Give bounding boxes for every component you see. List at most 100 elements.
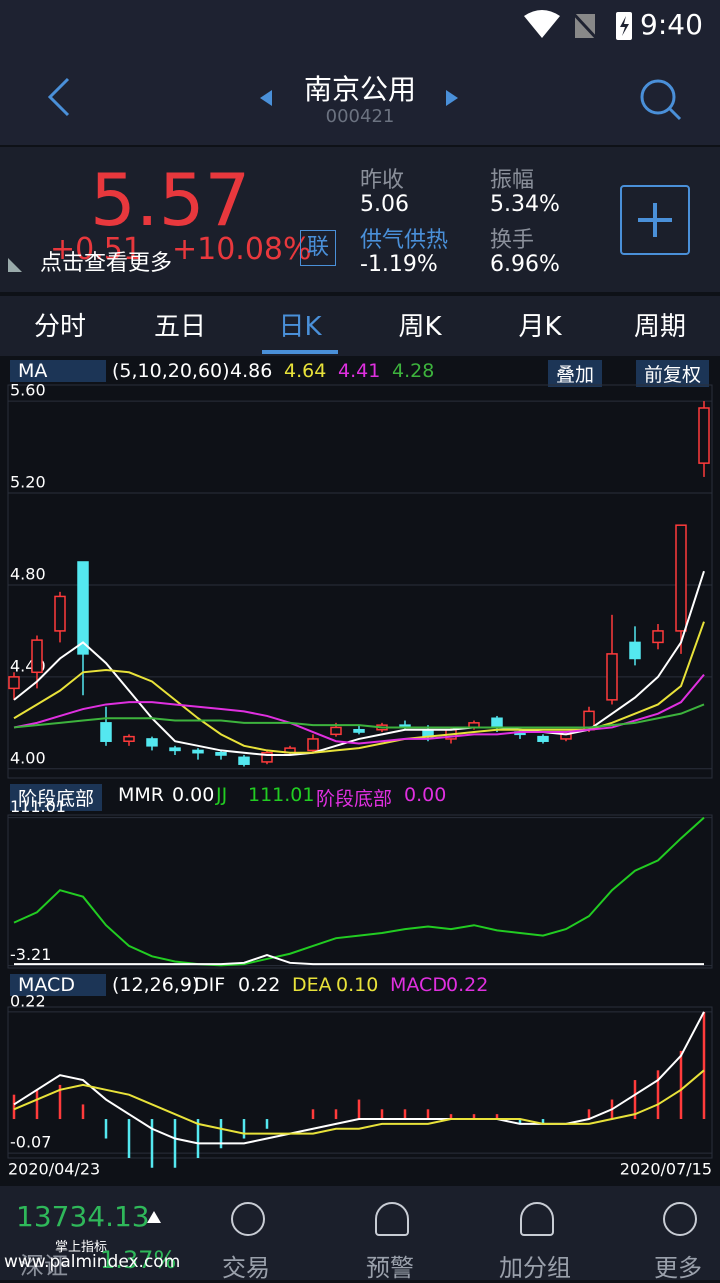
params: (5,10,20,60) [112, 360, 230, 382]
index-name: 深证 [20, 1252, 68, 1280]
candle-body [652, 630, 664, 644]
stock-name: 南京公用 [303, 73, 416, 106]
quote-panel [0, 147, 720, 292]
adjust-button[interactable]: 前复权 [636, 360, 710, 387]
tab[interactable]: 周期 [633, 312, 686, 342]
tab[interactable]: 五日 [153, 312, 206, 342]
legend-value: 0.10 [336, 974, 379, 996]
candle-body [353, 728, 365, 733]
candle-body [192, 749, 204, 754]
field-value: 5.34% [490, 192, 560, 217]
legend-label: DEA [292, 974, 332, 996]
stock-code: 000421 [325, 106, 395, 127]
ma-value: 4.28 [392, 360, 435, 382]
clock: 9:40 [640, 8, 703, 41]
legend-value: 0.00 [404, 784, 447, 806]
nav-icon[interactable] [375, 1202, 409, 1236]
candle-body [8, 676, 20, 690]
indicator-select[interactable]: 阶段底部 [10, 784, 103, 811]
nav-label[interactable]: 交易 [222, 1254, 270, 1282]
y-tick-label: -0.07 [10, 1133, 51, 1152]
tab[interactable]: 月K [518, 312, 562, 342]
indicator-line [14, 953, 704, 966]
ma-value: 4.86 [230, 360, 273, 382]
x-tick-label: 2020/04/23 [8, 1160, 100, 1179]
indicator-line [13, 816, 705, 967]
candle-body [261, 751, 273, 763]
field-value: 5.06 [360, 192, 409, 217]
tab[interactable]: 周K [398, 312, 442, 342]
add-button[interactable] [620, 185, 690, 255]
legend-value: 0.22 [446, 974, 489, 996]
field-value: 6.96% [490, 252, 560, 277]
field-label[interactable]: 供气供热 [360, 228, 449, 253]
status-icons [524, 10, 632, 42]
tab[interactable]: 日K [278, 312, 322, 342]
field-value: -1.19% [360, 252, 438, 277]
ma-line [13, 673, 705, 745]
candle-body [54, 595, 66, 632]
back-button[interactable] [40, 75, 80, 119]
corner-mark [8, 258, 22, 272]
change: +0.51 [50, 232, 142, 267]
up-arrow [147, 1211, 161, 1223]
change-pct: +10.08% [172, 232, 312, 267]
panel-frame [7, 384, 713, 779]
indicator-select[interactable]: MA [10, 360, 106, 382]
ma-value: 4.41 [338, 360, 381, 382]
legend-label: JJ [216, 784, 228, 806]
field-label: 昨收 [360, 168, 405, 193]
nav-label[interactable]: 预警 [366, 1254, 414, 1282]
candle-body [146, 738, 158, 747]
nav-label[interactable]: 加分组 [499, 1254, 571, 1282]
candle-body [238, 756, 250, 765]
y-tick-label: 5.20 [10, 473, 46, 492]
candle-body [491, 717, 503, 729]
candle-body [77, 561, 89, 655]
overlay-button[interactable]: 叠加 [548, 360, 603, 387]
tab[interactable]: 分时 [33, 312, 86, 342]
price: 5.57 [90, 158, 251, 242]
index-pct: 1.37% [100, 1246, 177, 1274]
field-label: 振幅 [490, 168, 535, 193]
params: (12,26,9) [112, 974, 200, 996]
candle-body [123, 735, 135, 742]
candle-body [100, 722, 112, 742]
search-button[interactable] [636, 75, 684, 123]
candle-body [537, 735, 549, 742]
y-tick-label: 0.22 [10, 991, 46, 1010]
tab-underline [262, 350, 338, 354]
ma-value: 4.64 [284, 360, 327, 382]
legend-label: 阶段底部 [316, 788, 393, 810]
legend-label: DIF [194, 974, 226, 996]
candle-body [307, 738, 319, 752]
index-value: 13734.13 [16, 1200, 150, 1233]
dif-line [13, 1011, 705, 1145]
panel-frame [7, 1006, 713, 1159]
link-badge[interactable]: 联 [300, 230, 336, 266]
y-tick-label: 5.60 [10, 381, 46, 400]
prev-next[interactable] [258, 88, 463, 108]
candle-body [698, 407, 710, 464]
nav-icon[interactable] [520, 1202, 554, 1236]
candle-body [31, 639, 43, 674]
legend-value: 111.01 [248, 784, 315, 806]
charts: 5.605.204.804.404.00111.01-3.210.22-0.07… [7, 381, 713, 1179]
nav-label[interactable]: 更多 [654, 1254, 702, 1282]
candle-body [215, 751, 227, 756]
ma-line [13, 703, 705, 729]
candle-body [629, 641, 641, 660]
legend-label: MACD [390, 974, 447, 996]
candle-body [169, 747, 181, 752]
bottom-nav [0, 1186, 720, 1280]
y-tick-label: 4.00 [10, 748, 46, 767]
watermark: www.palmindex.com [4, 1252, 181, 1272]
nav-icon[interactable] [663, 1202, 697, 1236]
brand: 掌上指标 [55, 1240, 108, 1255]
x-tick-label: 2020/07/15 [620, 1160, 712, 1179]
indicator-select[interactable]: MACD [10, 974, 106, 996]
nav-icon[interactable] [231, 1202, 265, 1236]
more-link[interactable]: 点击查看更多 [40, 251, 173, 276]
y-tick-label: 111.01 [10, 797, 66, 816]
